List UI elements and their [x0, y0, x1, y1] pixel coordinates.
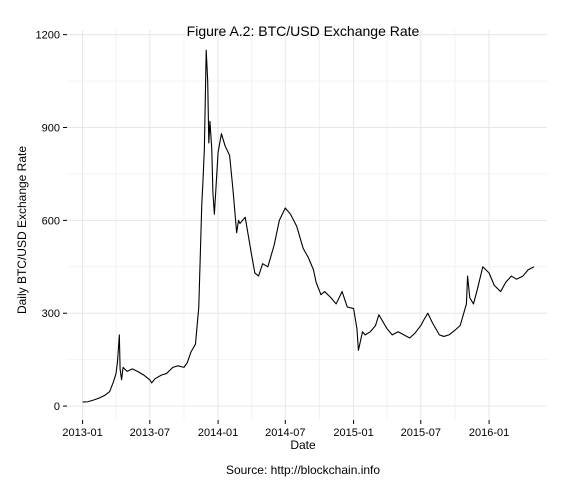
y-axis-label: Daily BTC/USD Exchange Rate	[15, 146, 29, 314]
series-line	[82, 49, 535, 403]
x-tick-label: 2014-07	[265, 427, 305, 439]
x-tick-label: 2013-01	[62, 427, 102, 439]
y-tick-label: 900	[42, 123, 60, 135]
x-tick-label: 2013-07	[130, 427, 170, 439]
y-tick-label: 600	[42, 215, 60, 227]
y-tick-label: 1200	[36, 30, 60, 42]
x-axis-label: Date	[290, 438, 316, 452]
chart-title: Figure A.2: BTC/USD Exchange Rate	[187, 23, 420, 39]
x-tick-label: 2015-01	[333, 427, 373, 439]
x-tick-label: 2015-07	[401, 427, 441, 439]
plot-panel	[67, 30, 547, 420]
x-tick-label: 2016-01	[469, 427, 509, 439]
y-tick-label: 300	[42, 308, 60, 320]
x-tick-label: 2014-01	[198, 427, 238, 439]
y-tick-label: 0	[54, 401, 60, 413]
source-caption: Source: http://blockchain.info	[226, 463, 380, 477]
